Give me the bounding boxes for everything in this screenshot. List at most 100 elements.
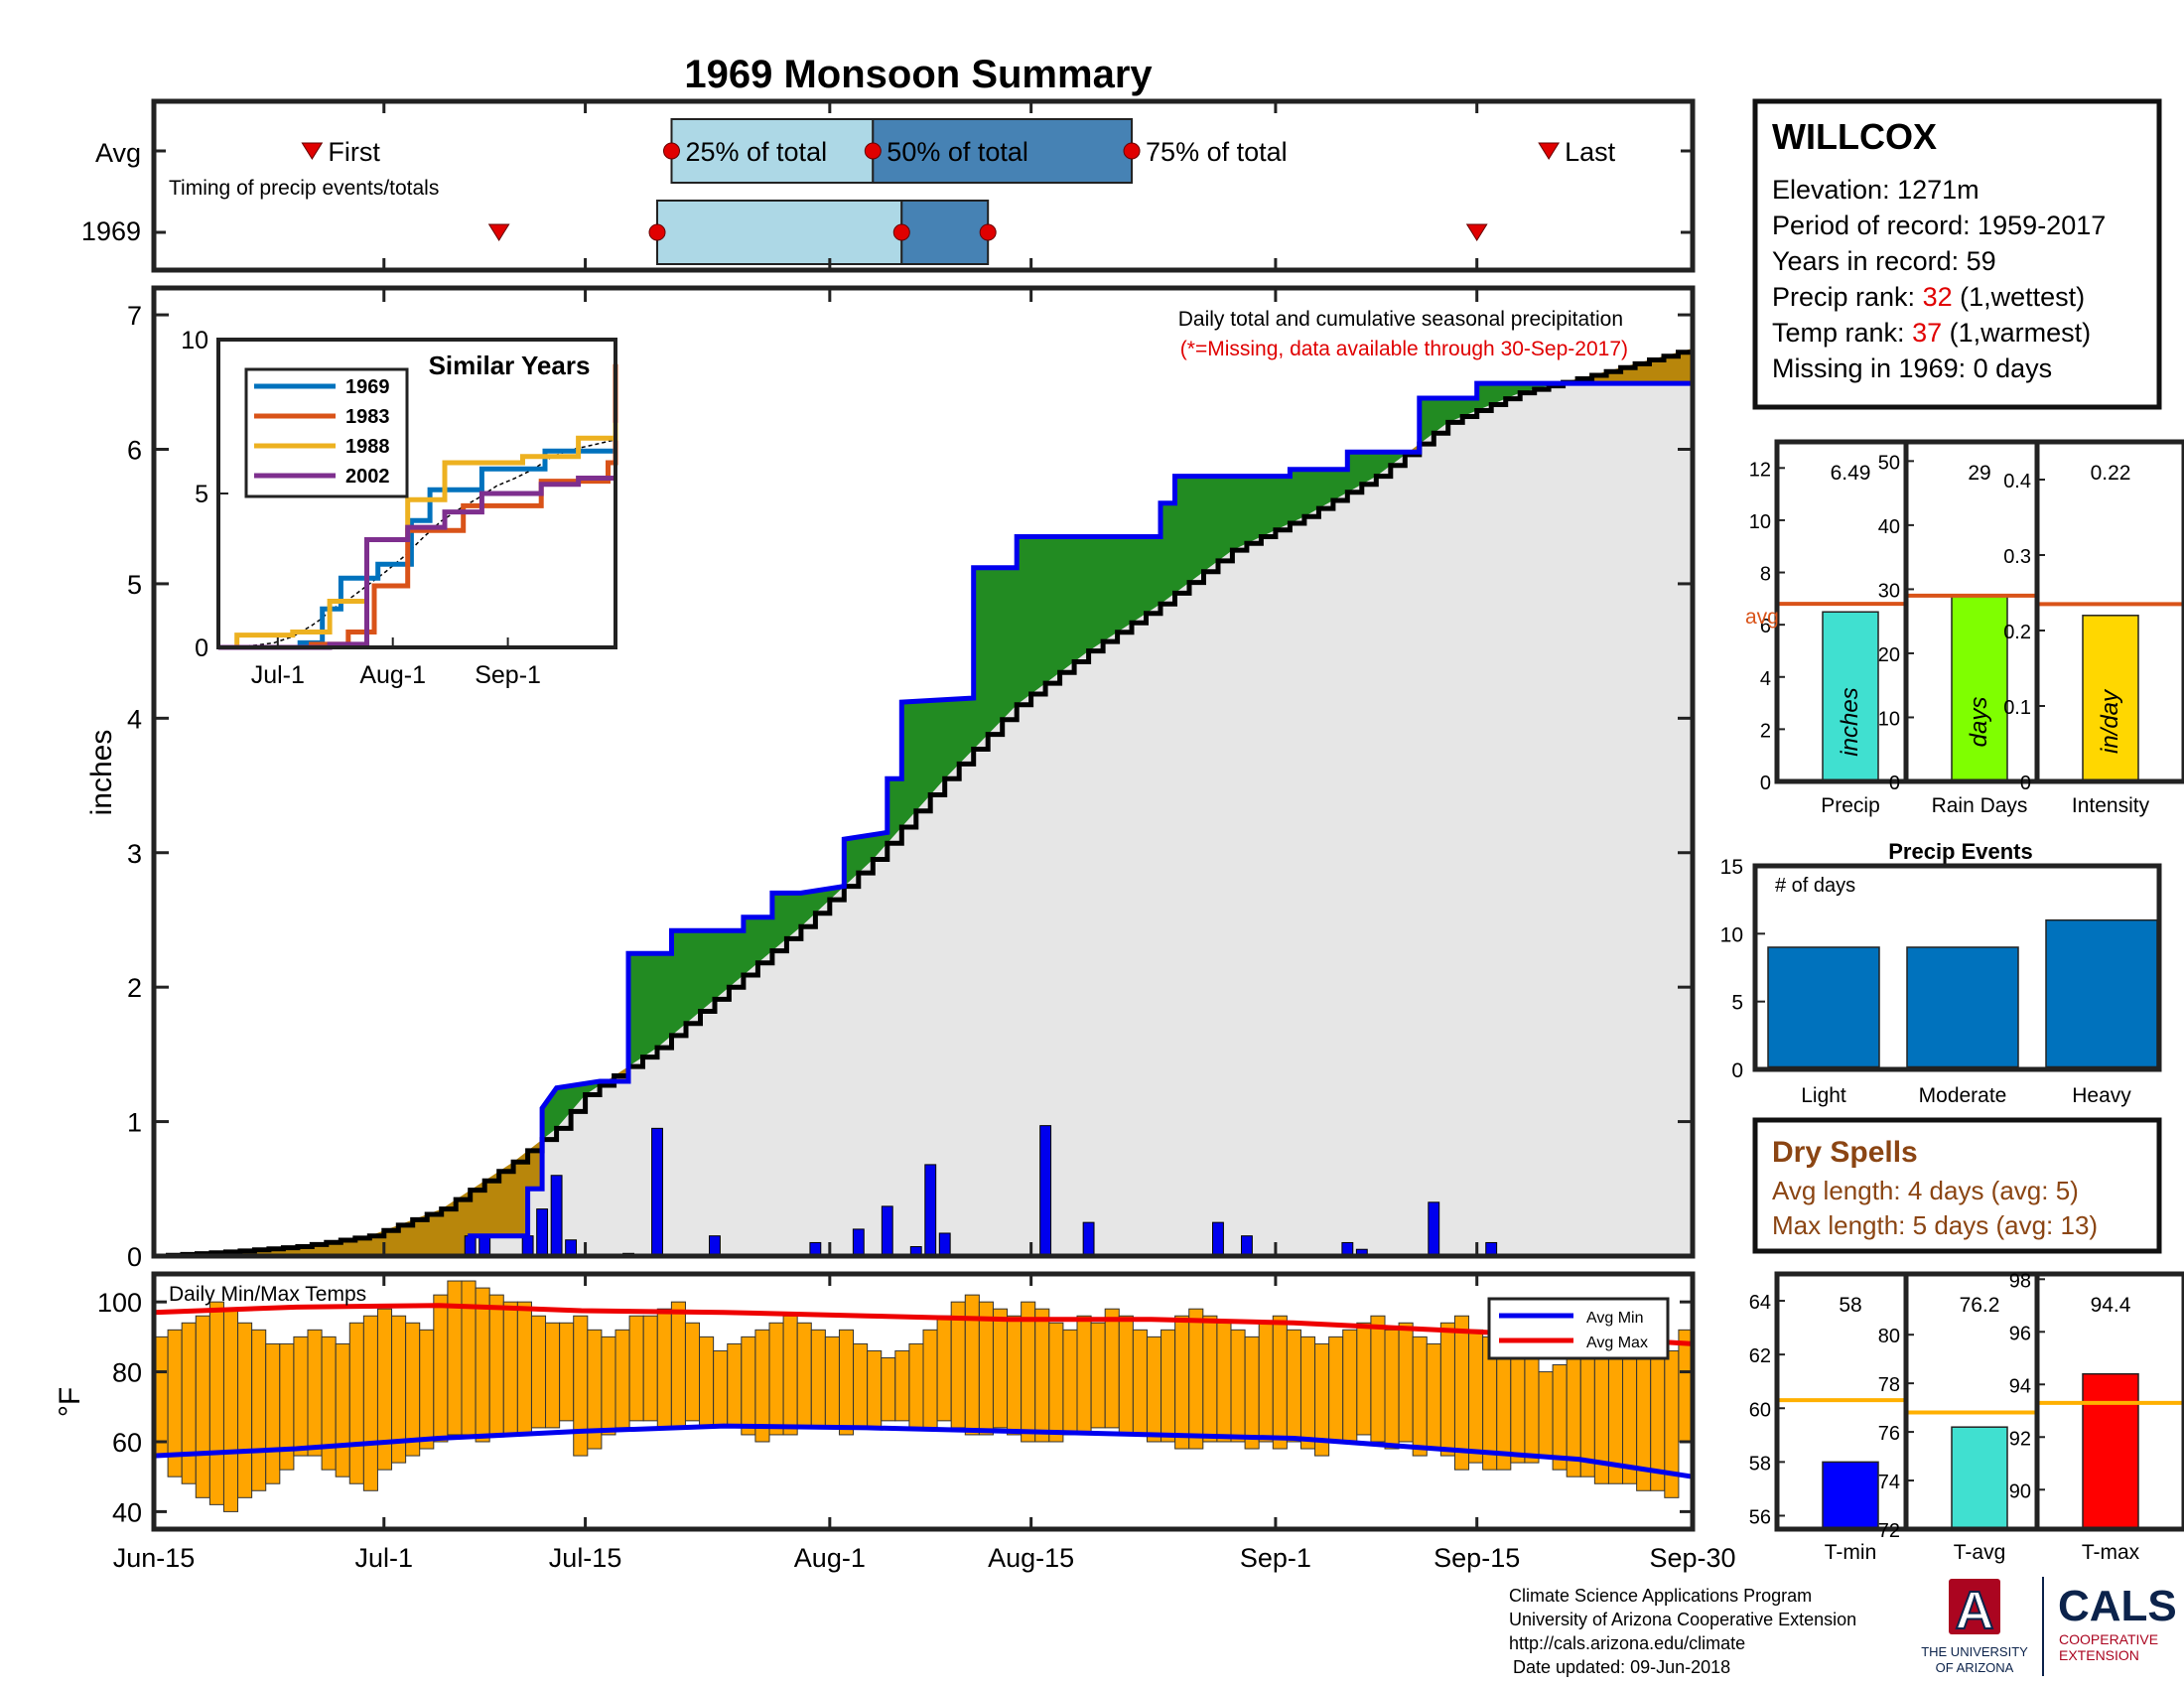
panel-ytick-label: 0.1 bbox=[2003, 697, 2031, 719]
footer-line4: Date updated: 09-Jun-2018 bbox=[1513, 1657, 1730, 1677]
panel-ytick-label: 8 bbox=[1760, 564, 1771, 586]
daily-temp-bar bbox=[1174, 1315, 1190, 1450]
daily-temp-bar bbox=[222, 1308, 239, 1512]
daily-temp-bar bbox=[1160, 1329, 1176, 1443]
daily-temp-bar bbox=[1146, 1336, 1162, 1443]
events-bar-Heavy bbox=[2045, 918, 2158, 1068]
daily-temp-bar bbox=[1216, 1322, 1232, 1443]
daily-temp-bar bbox=[838, 1329, 855, 1436]
inset-average-line bbox=[217, 439, 616, 648]
panel-ytick-label: 2 bbox=[1760, 720, 1771, 742]
daily-temp-bar bbox=[824, 1336, 840, 1429]
daily-temp-bar bbox=[502, 1301, 518, 1436]
inset-title: Similar Years bbox=[429, 351, 591, 380]
timing-avg-50-75 bbox=[872, 118, 1134, 184]
station-elevation: Elevation: 1271m bbox=[1772, 175, 1979, 205]
daily-precip-bar bbox=[709, 1235, 721, 1257]
daily-temp-bar bbox=[195, 1315, 210, 1498]
panel-ytick-label: 0 bbox=[2020, 773, 2031, 794]
temps-ytick-label: 100 bbox=[97, 1288, 142, 1318]
average-cumulative-line bbox=[154, 348, 1696, 1259]
daily-temp-bar bbox=[545, 1322, 561, 1429]
events-label-Moderate: Moderate bbox=[1919, 1084, 2007, 1107]
timing-1969-25-50 bbox=[656, 200, 903, 265]
panel-ytick-label: 50 bbox=[1878, 452, 1900, 474]
main-note: Daily total and cumulative seasonal prec… bbox=[1178, 308, 1623, 331]
intersection-group bbox=[154, 383, 1693, 1256]
panel-label-T-max: T-max bbox=[2082, 1541, 2140, 1564]
panel-ytick-label: 62 bbox=[1749, 1345, 1771, 1367]
main-ytick-label: 1 bbox=[127, 1108, 142, 1138]
main-frame bbox=[151, 285, 1696, 1259]
timing-label: Timing of precip events/totals bbox=[169, 177, 439, 200]
daily-temp-bar bbox=[265, 1342, 281, 1484]
panel-unit-Precip: inches bbox=[1837, 687, 1863, 756]
daily-temp-bar bbox=[1342, 1329, 1358, 1443]
temps-legend-box bbox=[1487, 1297, 1670, 1360]
inset-legend-label-2002: 2002 bbox=[345, 466, 390, 488]
timing-row-1969: 1969 bbox=[81, 216, 141, 246]
panel-ytick-label: 10 bbox=[1878, 708, 1900, 730]
cals-logo: CALS COOPERATIVE EXTENSION bbox=[2058, 1582, 2177, 1663]
panel-ytick-label: 30 bbox=[1878, 580, 1900, 602]
timing-1969-75-marker bbox=[979, 223, 997, 241]
daily-temp-bar bbox=[768, 1322, 784, 1436]
daily-temp-bar bbox=[1034, 1308, 1050, 1443]
panel-ytick-label: 20 bbox=[1878, 644, 1900, 666]
panel-ytick-label: 40 bbox=[1878, 516, 1900, 538]
daily-temp-bar bbox=[1188, 1308, 1204, 1450]
daily-temp-bar bbox=[1552, 1364, 1568, 1471]
main-ytick-label: 4 bbox=[127, 704, 142, 734]
inset-legend-label-1969: 1969 bbox=[345, 376, 390, 398]
events-label-Light: Light bbox=[1801, 1084, 1846, 1107]
panel-ytick-label: 98 bbox=[2009, 1270, 2031, 1292]
timing-1969-50-marker bbox=[892, 223, 910, 241]
timing-label-50: 50% of total bbox=[887, 137, 1028, 167]
temps-xtick-label: Sep-1 bbox=[1240, 1543, 1311, 1573]
daily-temp-bar bbox=[1439, 1322, 1455, 1457]
daily-temp-bar bbox=[950, 1301, 966, 1429]
panel-ytick-label: 74 bbox=[1878, 1472, 1900, 1493]
panel-label-Precip: Precip bbox=[1821, 794, 1880, 817]
legend-avg-min: Avg Min bbox=[1586, 1310, 1644, 1327]
inset-xtick-label: Jul-1 bbox=[251, 661, 305, 689]
station-period: Period of record: 1959-2017 bbox=[1772, 211, 2106, 240]
panel-unit-Rain Days: days bbox=[1966, 697, 1992, 748]
panel-ytick-label: 60 bbox=[1749, 1399, 1771, 1421]
panel-label-T-min: T-min bbox=[1825, 1541, 1877, 1564]
events-ytick-label: 10 bbox=[1720, 923, 1743, 946]
daily-precip-bar bbox=[1039, 1125, 1052, 1257]
daily-temp-bar bbox=[1510, 1342, 1526, 1464]
daily-temp-bar bbox=[1370, 1315, 1386, 1443]
cumulative-1969-line bbox=[154, 380, 1693, 1259]
panel-bar-T-min bbox=[1822, 1461, 1879, 1530]
panel-avg-label-Precip: avg bbox=[1745, 606, 1779, 629]
timing-1969-50-75 bbox=[900, 200, 990, 265]
daily-temp-bar bbox=[1104, 1308, 1120, 1429]
panel-value-T-min: 58 bbox=[1839, 1294, 1861, 1317]
station-frame bbox=[1752, 98, 2162, 410]
daily-temp-bar bbox=[1496, 1342, 1512, 1471]
daily-temp-bar bbox=[881, 1356, 896, 1422]
daily-temp-bar bbox=[530, 1315, 547, 1429]
panel-ytick-label: 56 bbox=[1749, 1506, 1771, 1528]
timing-row-avg: Avg bbox=[95, 138, 141, 168]
avg-max-line bbox=[153, 1303, 1694, 1346]
precip-events-chart: Precip Events # of days 0 5 10 15 Light Moder… bbox=[1720, 839, 2162, 1107]
daily-precip-bar bbox=[852, 1228, 865, 1257]
timing-avg-25-marker bbox=[662, 142, 680, 160]
daily-temp-bar bbox=[181, 1322, 197, 1484]
main-ytick-label: 0 bbox=[127, 1242, 142, 1272]
main-ytick-label: 3 bbox=[127, 839, 142, 869]
daily-temp-bar bbox=[992, 1308, 1009, 1429]
daily-temp-bar bbox=[867, 1349, 883, 1429]
timing-avg-75-marker bbox=[1123, 142, 1141, 160]
daily-precip-bar bbox=[1241, 1235, 1253, 1257]
main-ytick-label: 7 bbox=[127, 301, 142, 331]
inset-ytick-label: 10 bbox=[181, 327, 208, 354]
daily-temp-bar bbox=[1538, 1371, 1554, 1457]
panel-ytick-label: 72 bbox=[1878, 1520, 1900, 1542]
daily-temp-bar bbox=[699, 1336, 715, 1429]
ua-logo-mark bbox=[1949, 1579, 2000, 1634]
